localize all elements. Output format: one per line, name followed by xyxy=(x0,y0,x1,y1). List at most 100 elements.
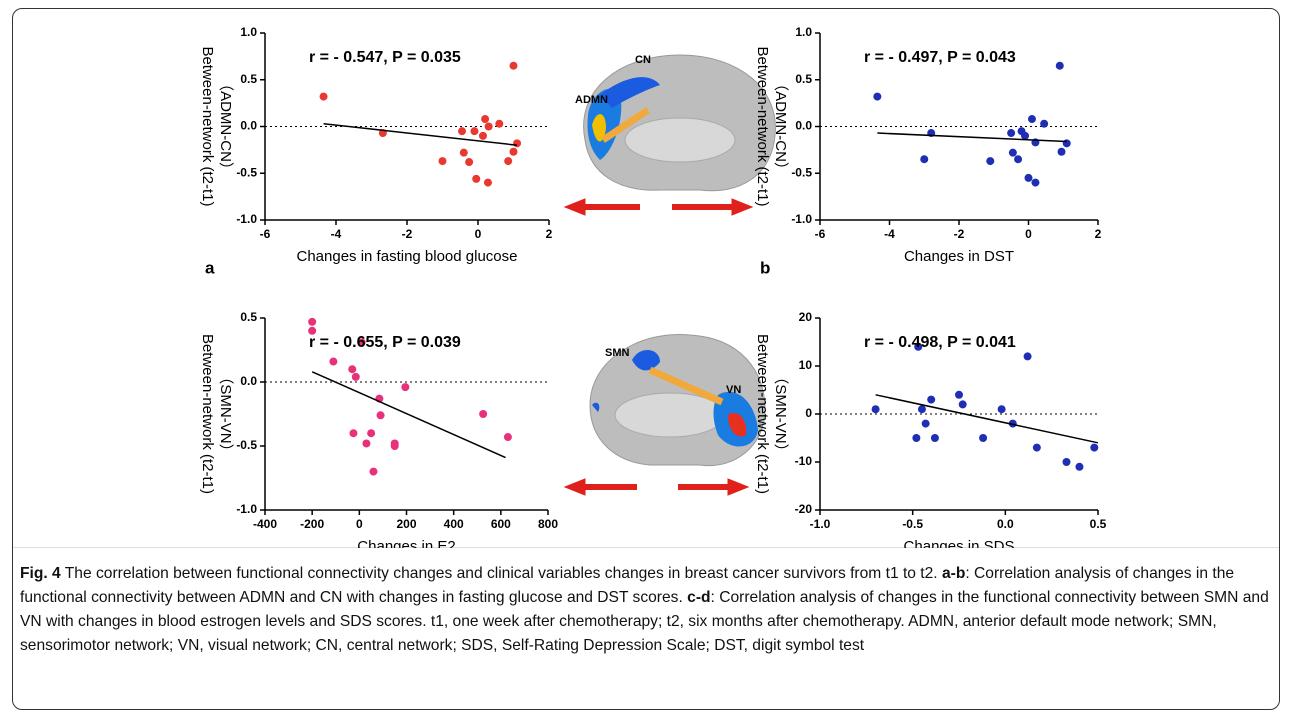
point xyxy=(481,115,490,124)
x-tick-label: -200 xyxy=(300,517,324,531)
y-tick-label: 10 xyxy=(799,358,813,372)
point xyxy=(958,400,967,409)
y-tick-label: -10 xyxy=(795,454,813,468)
y-tick-label: -1.0 xyxy=(236,212,257,226)
point xyxy=(472,174,481,183)
y-axis-title: Between-network (t2-t1) xyxy=(754,334,771,494)
point xyxy=(484,122,493,131)
y-axis-title: Between-network (t2-t1) xyxy=(754,46,771,206)
point xyxy=(873,92,882,101)
point xyxy=(478,131,487,140)
y-tick-label: -0.5 xyxy=(236,165,257,179)
arrows xyxy=(563,198,754,496)
x-tick-label: -400 xyxy=(253,517,277,531)
point xyxy=(362,439,371,448)
y-axis-title: （ADMN-CN） xyxy=(772,76,789,177)
y-tick-label: 0.5 xyxy=(240,310,257,324)
point xyxy=(1008,419,1017,428)
y-tick-label: 0.0 xyxy=(240,119,257,133)
annotation: r = - 0.498, P = 0.041 xyxy=(864,334,1016,351)
x-tick-label: -6 xyxy=(260,227,271,241)
x-tick-label: -0.5 xyxy=(902,517,923,531)
point xyxy=(348,365,357,374)
panel-label: a xyxy=(205,258,215,277)
x-tick-label: 400 xyxy=(444,517,464,531)
y-tick-label: -0.5 xyxy=(236,438,257,452)
annotation: r = - 0.497, P = 0.043 xyxy=(864,49,1016,66)
point xyxy=(504,157,513,166)
caption-label: Fig. 4 xyxy=(20,565,61,582)
x-tick-label: 0 xyxy=(475,227,482,241)
point xyxy=(367,429,376,438)
point xyxy=(308,326,317,335)
point xyxy=(1062,139,1071,148)
x-tick-label: -4 xyxy=(884,227,895,241)
brain-label: VN xyxy=(726,384,741,396)
point xyxy=(401,383,410,392)
fit-line xyxy=(311,371,506,459)
y-tick-label: -1.0 xyxy=(791,212,812,226)
x-axis-title: Changes in SDS xyxy=(904,538,1015,548)
brain-image xyxy=(589,333,766,467)
fit-line xyxy=(875,394,1099,444)
y-tick-label: 0.0 xyxy=(795,119,812,133)
point xyxy=(351,372,360,381)
point xyxy=(1008,148,1017,157)
caption-text: : Correlation analysis of changes in the… xyxy=(20,589,1269,654)
point xyxy=(1027,115,1036,124)
point xyxy=(871,405,880,414)
y-tick-label: 1.0 xyxy=(795,25,812,39)
x-tick-label: 2 xyxy=(546,227,553,241)
point xyxy=(1057,147,1066,156)
x-tick-label: 0 xyxy=(1025,227,1032,241)
point xyxy=(349,429,358,438)
point xyxy=(459,148,468,157)
x-tick-label: -4 xyxy=(331,227,342,241)
x-tick-label: 800 xyxy=(538,517,558,531)
point xyxy=(930,434,939,442)
y-tick-label: 0.5 xyxy=(240,72,257,86)
brain-label: SMN xyxy=(605,347,630,359)
fit-line xyxy=(323,122,518,146)
point xyxy=(308,317,317,326)
point xyxy=(912,434,921,442)
point xyxy=(927,395,936,404)
point xyxy=(1040,119,1049,128)
point xyxy=(1024,173,1033,182)
point xyxy=(917,405,926,414)
point xyxy=(483,178,492,187)
point xyxy=(513,139,522,148)
y-tick-label: -1.0 xyxy=(236,502,257,516)
point xyxy=(1090,443,1099,452)
point xyxy=(914,342,923,351)
point xyxy=(438,157,447,166)
annotation: r = - 0.547, P = 0.035 xyxy=(309,49,461,66)
x-tick-label: 200 xyxy=(396,517,416,531)
point xyxy=(1023,352,1032,361)
point xyxy=(369,467,378,476)
point xyxy=(495,119,504,128)
x-tick-label: 0 xyxy=(356,517,363,531)
point xyxy=(319,92,328,101)
point xyxy=(1032,443,1041,452)
x-axis-title: Changes in fasting blood glucose xyxy=(297,248,518,265)
caption-text: : Correlation analysis of changes in the… xyxy=(20,565,1235,606)
y-tick-label: -20 xyxy=(795,502,813,516)
y-tick-label: 0.5 xyxy=(795,72,812,86)
x-tick-label: -2 xyxy=(402,227,413,241)
panel-label: b xyxy=(760,258,770,277)
y-tick-label: 0.0 xyxy=(240,374,257,388)
point xyxy=(1007,129,1016,138)
y-tick-label: 1.0 xyxy=(240,25,257,39)
caption-ref: a-b xyxy=(941,565,966,582)
caption-ref: c-d xyxy=(687,589,711,606)
annotation: r = - 0.655, P = 0.039 xyxy=(309,334,461,351)
point xyxy=(329,357,338,366)
fit-line xyxy=(877,132,1067,143)
y-axis-title: （ADMN-CN） xyxy=(217,76,234,177)
figure-frame xyxy=(12,8,1280,710)
brain-image xyxy=(583,54,776,192)
point xyxy=(458,127,467,136)
y-tick-label: -0.5 xyxy=(791,165,812,179)
